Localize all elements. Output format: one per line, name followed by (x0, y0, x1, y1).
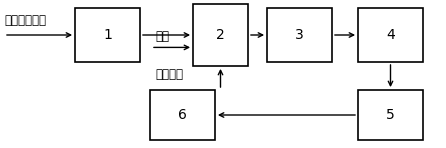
Text: 木质纤维原料: 木质纤维原料 (4, 14, 46, 27)
Text: 3: 3 (295, 28, 304, 42)
Text: 1: 1 (103, 28, 112, 42)
Bar (267, 8, 332, 62)
Text: 6: 6 (178, 108, 187, 122)
Bar (75, 8, 140, 62)
Bar (358, 8, 423, 62)
Text: 4: 4 (386, 28, 395, 42)
Bar (358, 90, 423, 140)
Bar (193, 4, 248, 66)
Text: 2: 2 (216, 28, 225, 42)
Text: 酶液: 酶液 (155, 30, 169, 43)
Text: 5: 5 (386, 108, 395, 122)
Text: 酶液回用: 酶液回用 (155, 68, 183, 81)
Bar (150, 90, 215, 140)
